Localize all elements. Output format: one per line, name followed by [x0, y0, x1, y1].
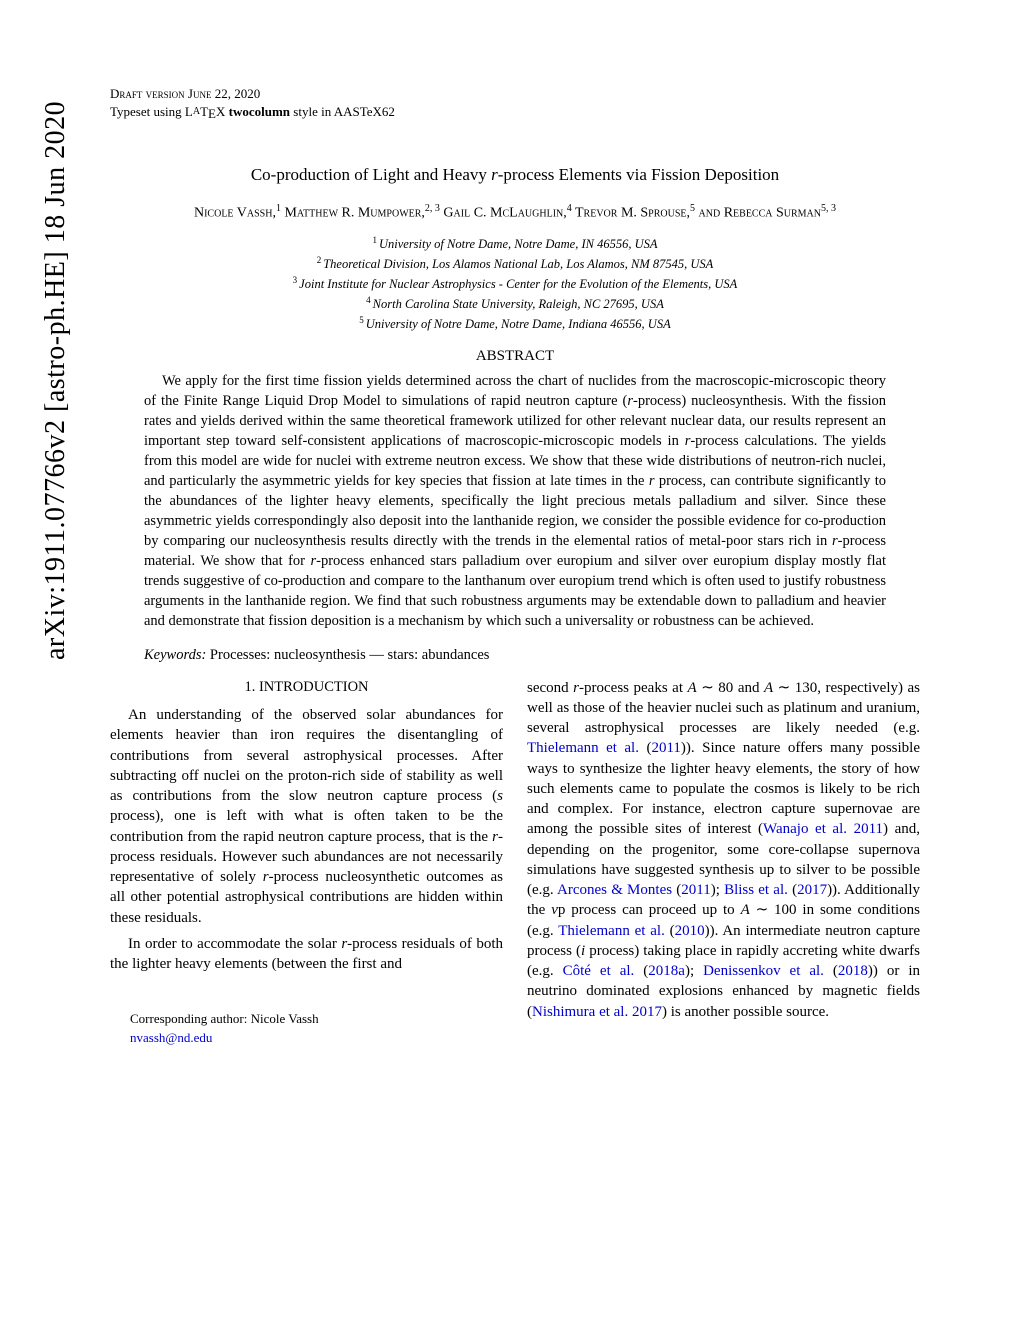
author-list: Nicole Vassh,1 Matthew R. Mumpower,2, 3 … — [110, 203, 920, 222]
title-prefix: Co-production of Light and Heavy — [251, 165, 491, 184]
rc-c3e: ); — [711, 882, 724, 898]
aff-5-num: 5 — [359, 315, 364, 325]
rc-c5p: ( — [665, 923, 675, 939]
two-column-body: 1. INTRODUCTION An understanding of the … — [110, 678, 920, 1047]
author-1-aff: 1 — [276, 203, 281, 214]
rc-a2: A — [764, 680, 773, 696]
aff-5-text: University of Notre Dame, Notre Dame, In… — [366, 317, 671, 331]
author-2-aff: 2, 3 — [425, 203, 440, 214]
cite-cote-2018a-year[interactable]: 2018a — [648, 963, 685, 979]
intro-paragraph-2: In order to accommodate the solar r-proc… — [110, 934, 503, 975]
paper-title: Co-production of Light and Heavy r-proce… — [110, 165, 920, 185]
affiliation-5: 5University of Notre Dame, Notre Dame, I… — [110, 314, 920, 334]
latex-t: T — [200, 104, 208, 119]
cite-arcones-2011-year[interactable]: 2011 — [681, 882, 710, 898]
keywords-text: Processes: nucleosynthesis — stars: abun… — [206, 647, 489, 663]
p1-a: An understanding of the observed solar a… — [110, 707, 503, 804]
rc-a3: A — [741, 902, 750, 918]
rc-1: second — [527, 680, 573, 696]
affiliation-3: 3Joint Institute for Nuclear Astrophysic… — [110, 274, 920, 294]
rc-nu: ν — [551, 902, 558, 918]
cite-bliss-2017-year[interactable]: 2017 — [797, 882, 827, 898]
cite-wanajo-2011[interactable]: Wanajo et al. 2011 — [763, 821, 883, 837]
right-column-paragraph: second r-process peaks at A ∼ 80 and A ∼… — [527, 678, 920, 1022]
rc-c7p: ( — [824, 963, 838, 979]
author-4: Trevor M. Sprouse, — [575, 206, 690, 221]
typeset-suffix: style in AASTeX62 — [290, 104, 395, 119]
rc-s1: ∼ 80 and — [697, 680, 764, 696]
abstract-text: We apply for the first time fission yiel… — [144, 371, 886, 631]
affiliation-block: 1University of Notre Dame, Notre Dame, I… — [110, 234, 920, 334]
aff-3-text: Joint Institute for Nuclear Astrophysics… — [299, 277, 737, 291]
affiliation-2: 2Theoretical Division, Los Alamos Nation… — [110, 254, 920, 274]
cite-bliss-2017[interactable]: Bliss et al. — [724, 882, 788, 898]
latex-a: A — [193, 106, 200, 117]
cite-cote-2018a[interactable]: Côté et al. — [563, 963, 635, 979]
p1-b: process), one is left with what is often… — [110, 808, 503, 844]
title-italic-r: r — [491, 165, 498, 184]
keywords-line: Keywords: Processes: nucleosynthesis — s… — [144, 647, 886, 664]
abstract-heading: ABSTRACT — [110, 348, 920, 365]
corresponding-email[interactable]: nvassh@nd.edu — [130, 1030, 212, 1045]
latex-x: X — [216, 104, 229, 119]
cite-denissenkov-2018[interactable]: Denissenkov et al. — [703, 963, 824, 979]
cite-thielemann-2010-year[interactable]: 2010 — [675, 923, 705, 939]
aff-2-num: 2 — [317, 255, 322, 265]
typeset-prefix: Typeset using L — [110, 104, 193, 119]
page-content: Draft version June 22, 2020 Typeset usin… — [110, 0, 920, 1047]
typeset-line: Typeset using LATEX twocolumn style in A… — [110, 103, 920, 123]
left-column: 1. INTRODUCTION An understanding of the … — [110, 678, 503, 1047]
author-1: Nicole Vassh, — [194, 206, 276, 221]
aff-4-text: North Carolina State University, Raleigh… — [373, 297, 664, 311]
arxiv-identifier: arXiv:1911.07766v2 [astro-ph.HE] 18 Jun … — [40, 101, 72, 660]
rc-c6p: ( — [634, 963, 648, 979]
title-suffix: -process Elements via Fission Deposition — [498, 165, 779, 184]
intro-paragraph-1: An understanding of the observed solar a… — [110, 705, 503, 928]
rc-4: p process can proceed up to — [558, 902, 741, 918]
cite-arcones-2011[interactable]: Arcones & Montes — [557, 882, 672, 898]
corresponding-author-block: Corresponding author: Nicole Vassh nvass… — [130, 1010, 503, 1046]
latex-e: E — [208, 106, 216, 121]
corresponding-author-line: Corresponding author: Nicole Vassh — [130, 1010, 503, 1028]
affiliation-4: 4North Carolina State University, Raleig… — [110, 294, 920, 314]
author-5-aff: 5, 3 — [821, 203, 836, 214]
cite-nishimura-2017[interactable]: Nishimura et al. 2017 — [532, 1004, 662, 1020]
author-4-aff: 5 — [690, 203, 695, 214]
cite-thielemann-2011-year[interactable]: 2011 — [651, 740, 680, 756]
rc-a1: A — [688, 680, 697, 696]
rc-2: -process peaks at — [579, 680, 688, 696]
aff-4-num: 4 — [366, 295, 371, 305]
p2-a: In order to accommodate the solar — [128, 936, 341, 952]
p1-s: s — [497, 788, 503, 804]
section-1-heading: 1. INTRODUCTION — [110, 678, 503, 698]
section-number: 1. — [244, 679, 255, 695]
rc-c6e: ); — [685, 963, 703, 979]
aff-2-text: Theoretical Division, Los Alamos Nationa… — [323, 257, 713, 271]
author-3-aff: 4 — [567, 203, 572, 214]
draft-version-line: Draft version June 22, 2020 — [110, 85, 920, 103]
draft-header: Draft version June 22, 2020 Typeset usin… — [110, 85, 920, 123]
author-3: Gail C. McLaughlin, — [443, 206, 566, 221]
keywords-label: Keywords: — [144, 647, 206, 663]
aff-1-text: University of Notre Dame, Notre Dame, IN… — [379, 237, 658, 251]
author-2: Matthew R. Mumpower, — [284, 206, 424, 221]
aff-1-num: 1 — [372, 235, 377, 245]
rc-c3p: ( — [672, 882, 681, 898]
cite-thielemann-2011[interactable]: Thielemann et al. — [527, 740, 639, 756]
cite-denissenkov-2018-year[interactable]: 2018 — [838, 963, 868, 979]
rc-c1p: ( — [639, 740, 651, 756]
affiliation-1: 1University of Notre Dame, Notre Dame, I… — [110, 234, 920, 254]
aff-3-num: 3 — [293, 275, 298, 285]
cite-thielemann-2010[interactable]: Thielemann et al. — [558, 923, 665, 939]
author-5: and Rebecca Surman — [699, 206, 821, 221]
rc-6: ) is another possible source. — [662, 1004, 829, 1020]
typeset-style: twocolumn — [229, 104, 290, 119]
rc-c4p: ( — [788, 882, 797, 898]
right-column: second r-process peaks at A ∼ 80 and A ∼… — [527, 678, 920, 1047]
section-title: INTRODUCTION — [255, 679, 368, 695]
